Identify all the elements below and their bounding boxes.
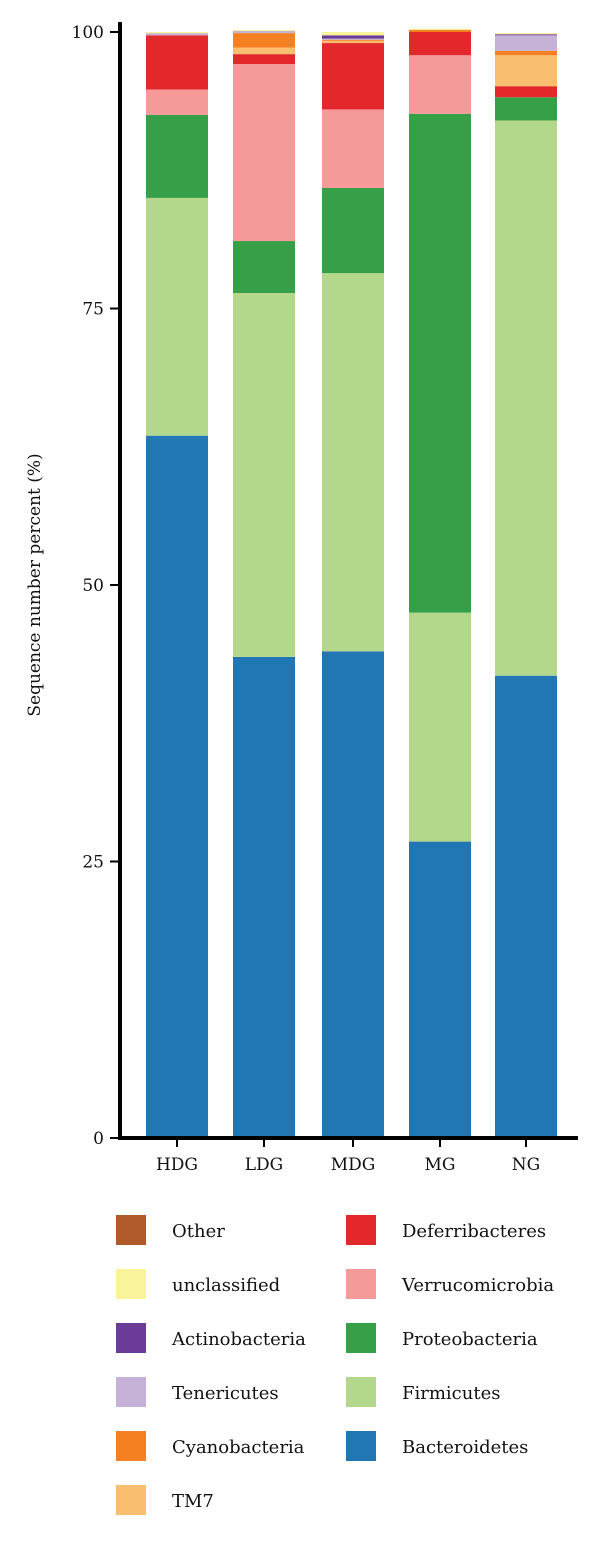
y-axis-title: Sequence number percent (%) xyxy=(25,453,45,716)
bar-segment-mg-deferribacteres xyxy=(409,32,471,56)
legend-item-deferribacteres: Deferribacteres xyxy=(346,1215,546,1245)
legend-swatch xyxy=(346,1377,376,1407)
bar-segment-ldg-cyanobacteria xyxy=(233,33,295,48)
bar-segment-ng-unclassified xyxy=(495,33,557,35)
legend-swatch xyxy=(116,1323,146,1353)
y-tick-label: 25 xyxy=(82,853,104,873)
bar-segment-mg-proteobacteria xyxy=(409,113,471,613)
legend-label: Deferribacteres xyxy=(402,1221,546,1242)
legend-item-bacteroidetes: Bacteroidetes xyxy=(346,1431,528,1461)
bar-segment-hdg-unclassified xyxy=(146,32,208,34)
x-tick-label: LDG xyxy=(245,1155,284,1175)
legend-item-other: Other xyxy=(116,1215,225,1245)
legend-label: Actinobacteria xyxy=(171,1329,306,1350)
legend-swatch xyxy=(346,1215,376,1245)
legend-swatch xyxy=(116,1485,146,1515)
bar-segment-hdg-verrucomicrobia xyxy=(146,89,208,115)
legend-item-cyanobacteria: Cyanobacteria xyxy=(116,1431,305,1461)
bar-segment-mg-unclassified xyxy=(409,28,471,30)
legend-swatch xyxy=(116,1431,146,1461)
bar-segment-mg-bacteroidetes xyxy=(409,841,471,1138)
x-tick-label: NG xyxy=(512,1155,540,1175)
bar-segment-ng-actinobacteria xyxy=(495,34,557,36)
legend: Other unclassified Actinobacteria Tenericut… xyxy=(116,1215,554,1515)
bar-segment-mdg-unclassified xyxy=(322,32,384,36)
bar-segment-mdg-firmicutes xyxy=(322,273,384,652)
y-tick-label: 75 xyxy=(82,300,104,320)
bars-group xyxy=(146,28,557,1138)
bar-segment-mdg-deferribacteres xyxy=(322,43,384,110)
legend-label: Other xyxy=(172,1221,225,1242)
legend-item-firmicutes: Firmicutes xyxy=(346,1377,500,1407)
bar-segment-ldg-firmicutes xyxy=(233,293,295,657)
bar-segment-hdg-bacteroidetes xyxy=(146,435,208,1138)
bar-segment-ng-bacteroidetes xyxy=(495,675,557,1138)
legend-item-proteobacteria: Proteobacteria xyxy=(346,1323,538,1353)
bar-segment-mdg-bacteroidetes xyxy=(322,651,384,1138)
bar-segment-hdg-tenericutes xyxy=(146,33,208,36)
x-tick-label: MG xyxy=(425,1155,456,1175)
y-tick-label: 100 xyxy=(72,23,104,43)
bar-segment-ng-proteobacteria xyxy=(495,97,557,121)
x-tick-label: HDG xyxy=(156,1155,198,1175)
legend-label: Firmicutes xyxy=(402,1383,500,1404)
bar-segment-mdg-verrucomicrobia xyxy=(322,109,384,188)
legend-label: Cyanobacteria xyxy=(172,1437,305,1458)
legend-swatch xyxy=(346,1431,376,1461)
legend-item-tm7: TM7 xyxy=(116,1485,214,1515)
bar-segment-mdg-actinobacteria xyxy=(322,35,384,39)
bar-segment-ldg-proteobacteria xyxy=(233,241,295,294)
legend-item-actinobacteria: Actinobacteria xyxy=(116,1323,306,1353)
x-tick-label: MDG xyxy=(331,1155,376,1175)
bar-segment-ng-deferribacteres xyxy=(495,86,557,98)
bar-segment-hdg-firmicutes xyxy=(146,197,208,436)
legend-swatch xyxy=(116,1215,146,1245)
bar-segment-mdg-tm7 xyxy=(322,40,384,44)
y-tick-label: 50 xyxy=(82,576,104,596)
bar-segment-ldg-tm7 xyxy=(233,47,295,55)
bar-segment-hdg-deferribacteres xyxy=(146,35,208,90)
legend-swatch xyxy=(346,1269,376,1299)
y-tick-label: 0 xyxy=(93,1129,104,1149)
legend-swatch xyxy=(116,1377,146,1407)
bar-segment-ng-firmicutes xyxy=(495,120,557,676)
bar-segment-ldg-tenericutes xyxy=(233,30,295,34)
axes-group: HDG LDG MDG MG NG 0 25 50 75 100 xyxy=(72,22,578,1175)
legend-item-unclassified: unclassified xyxy=(116,1269,280,1299)
bar-segment-ng-tm7 xyxy=(495,55,557,87)
legend-label: Verrucomicrobia xyxy=(401,1275,554,1296)
bar-segment-mdg-proteobacteria xyxy=(322,187,384,274)
legend-label: Proteobacteria xyxy=(402,1329,538,1350)
bar-segment-mg-firmicutes xyxy=(409,612,471,842)
legend-label: unclassified xyxy=(172,1275,280,1296)
bar-segment-mg-verrucomicrobia xyxy=(409,55,471,114)
legend-item-verrucomicrobia: Verrucomicrobia xyxy=(346,1269,554,1299)
bar-segment-ng-cyanobacteria xyxy=(495,50,557,56)
bar-segment-ng-tenericutes xyxy=(495,35,557,51)
bar-segment-mdg-cyanobacteria xyxy=(322,39,384,41)
bar-segment-mg-cyanobacteria xyxy=(409,29,471,32)
legend-label: Bacteroidetes xyxy=(402,1437,528,1458)
legend-item-tenericutes: Tenericutes xyxy=(116,1377,279,1407)
bar-segment-mdg-tenericutes xyxy=(322,38,384,40)
bar-segment-hdg-proteobacteria xyxy=(146,114,208,198)
legend-label: Tenericutes xyxy=(172,1383,279,1404)
bar-segment-ldg-verrucomicrobia xyxy=(233,64,295,242)
legend-label: TM7 xyxy=(172,1491,214,1512)
legend-swatch xyxy=(116,1269,146,1299)
bar-segment-ldg-deferribacteres xyxy=(233,54,295,65)
bar-segment-ldg-unclassified xyxy=(233,29,295,31)
legend-swatch xyxy=(346,1323,376,1353)
bar-segment-ldg-bacteroidetes xyxy=(233,656,295,1138)
